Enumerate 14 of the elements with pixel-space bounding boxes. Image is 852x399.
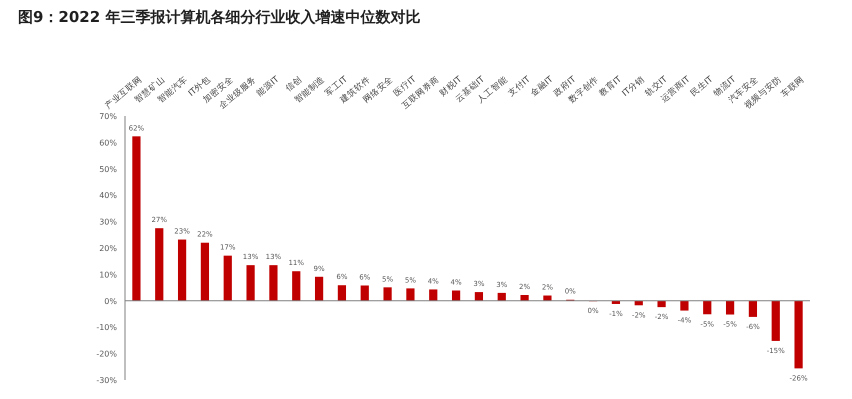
ytick: -30% <box>96 376 117 385</box>
ytick: -10% <box>96 323 117 332</box>
category: 支付IT <box>506 74 532 99</box>
ytick: 20% <box>99 244 117 253</box>
ytick: 50% <box>99 164 117 174</box>
ytick: 0% <box>104 296 117 306</box>
ytick: 40% <box>99 191 117 200</box>
ytick: -20% <box>96 350 117 359</box>
ytick: 10% <box>99 270 117 280</box>
ytick: 60% <box>99 138 117 148</box>
ytick: 30% <box>99 218 117 227</box>
category: 能源IT <box>255 74 282 99</box>
title: 图9：2022 年三季报计算机各细分行业收入增速中位数对比 <box>18 8 420 26</box>
ytick: 70% <box>99 112 117 121</box>
